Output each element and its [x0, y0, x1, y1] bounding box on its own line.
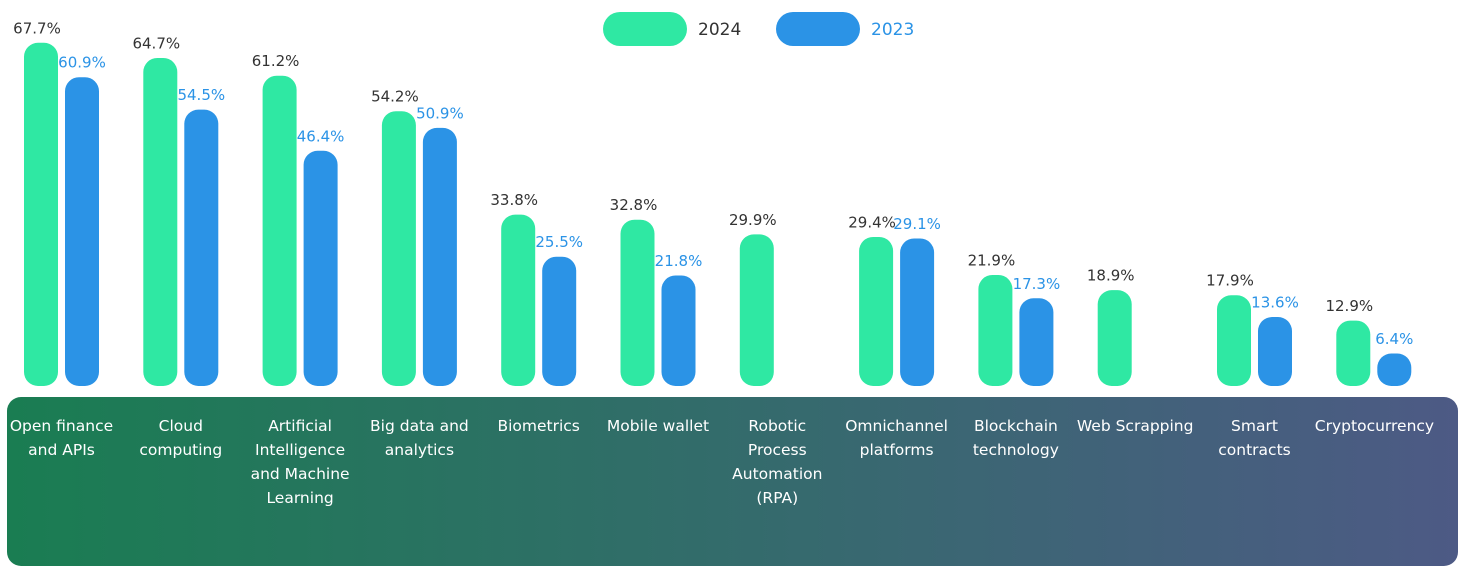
category-label: Cryptocurrency	[1314, 417, 1435, 435]
legend-swatch	[776, 12, 860, 46]
category-label: Open finance and APIs	[9, 417, 114, 459]
value-label: 33.8%	[490, 191, 538, 209]
value-label: 6.4%	[1375, 330, 1413, 348]
bar	[65, 77, 99, 386]
bar	[381, 111, 416, 387]
bar	[1097, 290, 1132, 386]
value-label: 54.2%	[371, 88, 419, 106]
category-label: Omnichannel platforms	[845, 417, 948, 459]
value-label: 12.9%	[1325, 297, 1373, 315]
value-label: 17.3%	[1013, 275, 1061, 293]
category-label: Mobile wallet	[606, 417, 710, 435]
value-label: 29.4%	[848, 213, 896, 231]
bar	[1217, 295, 1251, 386]
bar	[978, 274, 1013, 386]
value-label: 54.5%	[177, 86, 225, 104]
value-label: 29.9%	[729, 211, 777, 229]
bar	[303, 150, 338, 386]
value-label: 61.2%	[252, 52, 300, 70]
bar	[1377, 353, 1412, 386]
legend-label: 2024	[698, 20, 741, 40]
bar	[24, 42, 58, 387]
bar	[739, 234, 774, 386]
category-label: Cloud computing	[139, 417, 223, 459]
bar	[620, 219, 655, 386]
bar	[262, 75, 297, 386]
value-label: 21.8%	[655, 252, 703, 270]
value-label: 21.9%	[968, 251, 1016, 269]
bar	[542, 256, 577, 386]
value-label: 50.9%	[416, 104, 464, 122]
value-label: 17.9%	[1206, 272, 1254, 290]
value-label: 13.6%	[1251, 294, 1299, 312]
bar	[661, 275, 696, 386]
value-label: 46.4%	[297, 127, 345, 145]
bar	[900, 238, 935, 386]
bar	[859, 236, 894, 386]
value-label: 32.8%	[610, 196, 658, 214]
category-band	[7, 397, 1458, 566]
bar	[422, 127, 457, 386]
category-label: Blockchain technology	[972, 417, 1059, 459]
value-label: 18.9%	[1087, 267, 1135, 285]
category-label: Smart contracts	[1218, 417, 1291, 459]
legend-swatch	[603, 12, 687, 46]
bar	[184, 109, 219, 386]
category-label: Artificial Intelligence and Machine Lear…	[250, 417, 350, 507]
value-label: 64.7%	[132, 34, 180, 52]
category-label: Web Scrapping	[1076, 417, 1194, 435]
bar	[1336, 320, 1371, 386]
legend-label: 2023	[871, 20, 914, 40]
bar	[1019, 298, 1054, 386]
category-label: Big data and analytics	[370, 417, 469, 459]
value-label: 67.7%	[13, 19, 61, 37]
value-label: 25.5%	[535, 233, 583, 251]
bar	[143, 57, 178, 386]
category-label: Robotic Process Automation (RPA)	[732, 417, 823, 507]
bar	[501, 214, 536, 386]
bar	[1258, 317, 1292, 386]
category-label: Biometrics	[497, 417, 580, 435]
value-label: 29.1%	[893, 215, 941, 233]
value-label: 60.9%	[58, 54, 106, 72]
